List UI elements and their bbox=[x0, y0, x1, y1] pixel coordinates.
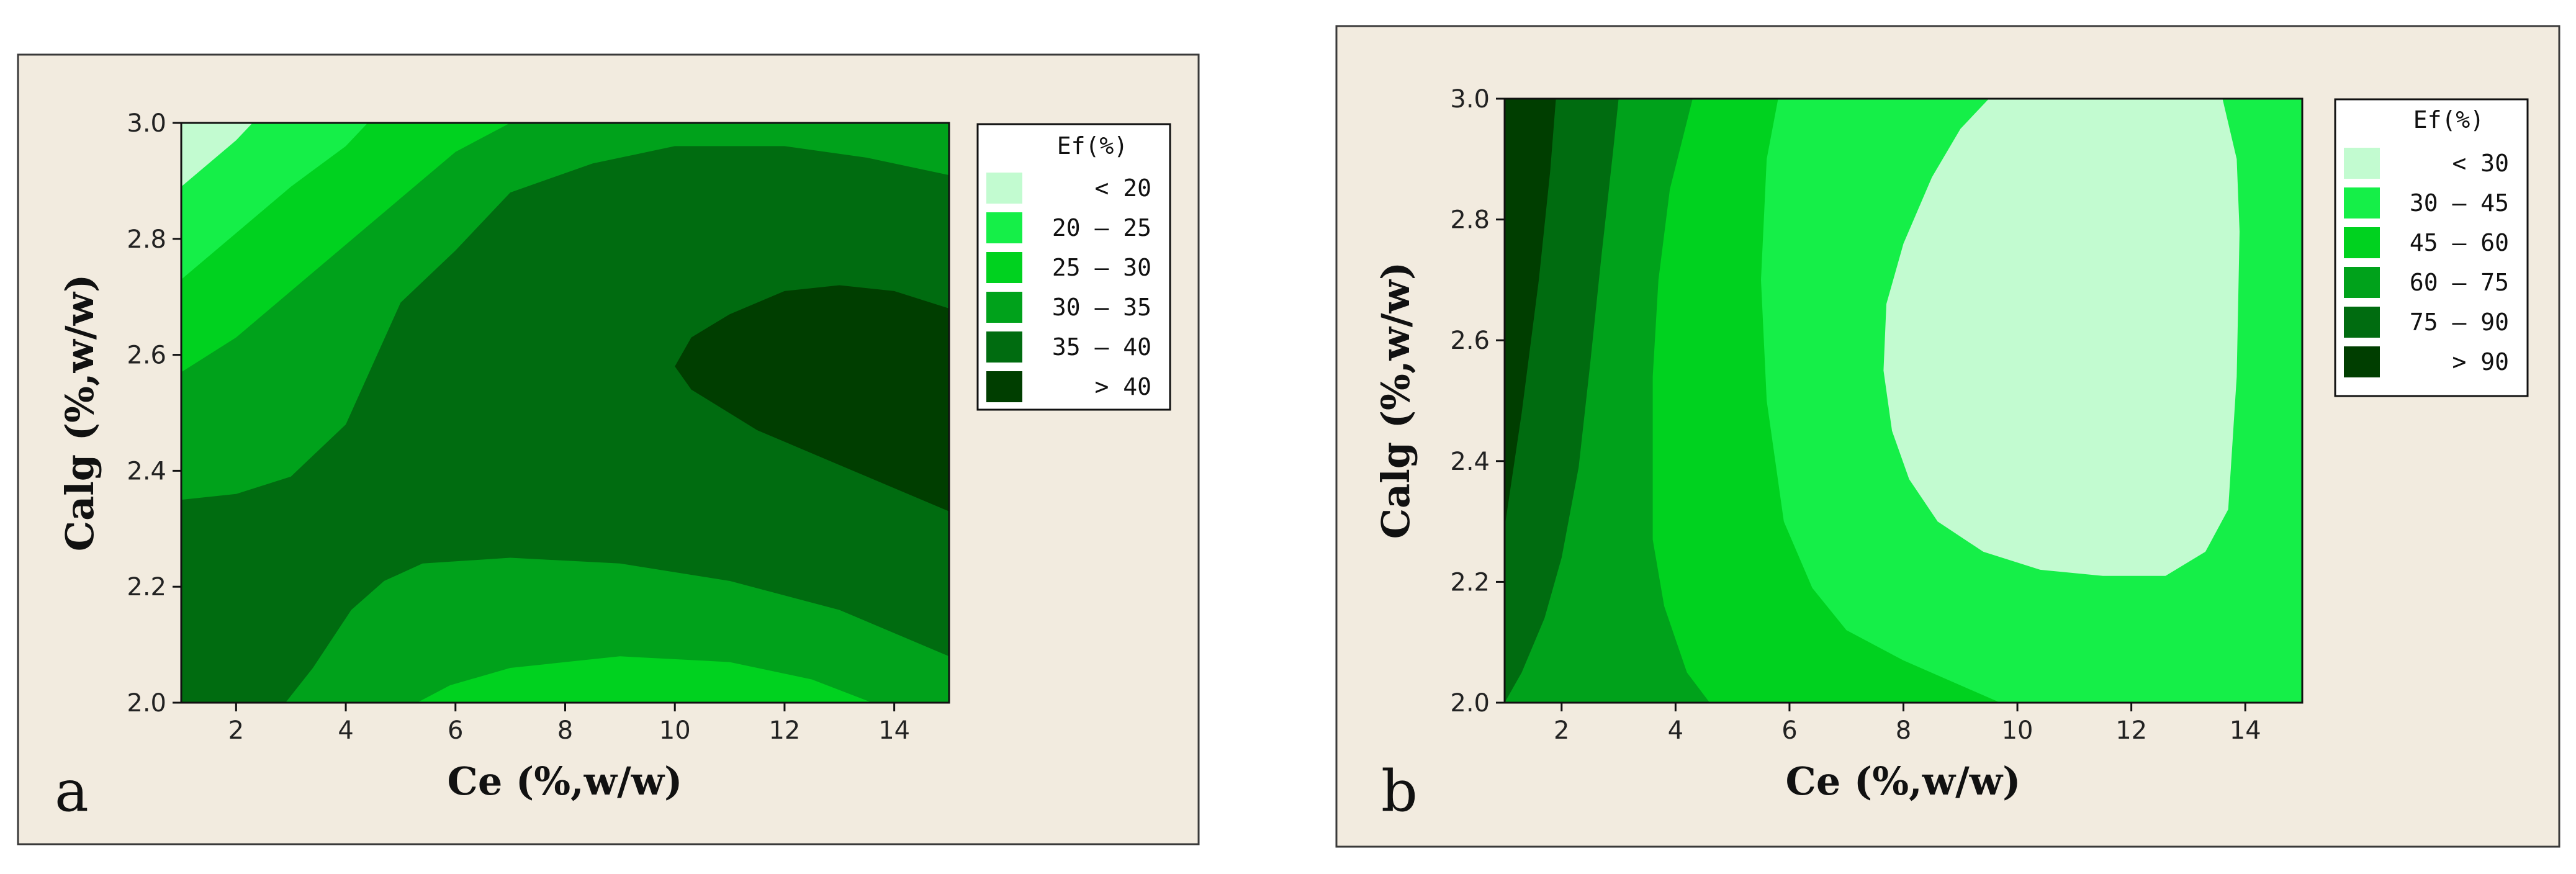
panel-b-contour-region-4 bbox=[1505, 99, 1556, 528]
panel-a-x-tick-label: 2 bbox=[228, 716, 244, 745]
panel-a-y-tick-label: 2.6 bbox=[127, 341, 166, 370]
panel-a-legend-label: 30 – 35 bbox=[1052, 294, 1151, 321]
panel-a-x-tick-label: 12 bbox=[768, 716, 800, 745]
panel-a-letter: a bbox=[55, 758, 89, 824]
panel-b-y-tick-label: 2.4 bbox=[1450, 448, 1490, 476]
panel-b-y-axis-label: Calg (%,w/w) bbox=[1373, 262, 1418, 539]
panel-b-x-tick-label: 10 bbox=[2002, 716, 2033, 745]
panel-a-x-tick-label: 8 bbox=[557, 716, 573, 745]
panel-a-x-ticks: 2 4 6 8 10 12 14 bbox=[228, 703, 910, 745]
panel-a-legend-title: Ef(%) bbox=[1057, 132, 1128, 160]
panel-a-legend-swatch bbox=[986, 252, 1022, 283]
panel-a-y-tick-label: 2.4 bbox=[127, 457, 166, 485]
panel-b-x-tick-label: 12 bbox=[2115, 716, 2147, 745]
panel-a-legend-swatch bbox=[986, 212, 1022, 243]
panel-b-legend-label: < 30 bbox=[2452, 150, 2509, 177]
panel-b-legend-title: Ef(%) bbox=[2413, 106, 2484, 133]
panel-b-x-axis-label: Ce (%,w/w) bbox=[1786, 759, 2021, 804]
panel-a-x-tick-label: 10 bbox=[659, 716, 691, 745]
panel-a-x-tick-label: 14 bbox=[878, 716, 910, 745]
panel-a: 2 4 6 8 10 12 14 2.0 2.2 2.4 2.6 2.8 3.0 Ce (%,w/w)… bbox=[17, 53, 1200, 845]
panel-a-legend-swatch bbox=[986, 331, 1022, 363]
panel-b-contour-regions bbox=[1505, 99, 2302, 703]
panel-a-legend: Ef(%) < 20 20 – 25 25 – 30 30 – 35 35 – 40 > … bbox=[976, 123, 1171, 411]
panel-a-y-axis-label: Calg (%,w/w) bbox=[57, 274, 102, 552]
panel-a-x-axis-label: Ce (%,w/w) bbox=[448, 759, 683, 804]
panel-b-y-tick-label: 2.6 bbox=[1450, 327, 1490, 355]
panel-a-legend-swatch bbox=[986, 292, 1022, 323]
panel-b-legend-label: > 90 bbox=[2452, 348, 2509, 376]
panel-a-legend-label: 20 – 25 bbox=[1052, 214, 1151, 241]
panel-b-legend-swatch bbox=[2344, 267, 2380, 298]
panel-b-legend-label: 45 – 60 bbox=[2410, 229, 2509, 256]
panel-a-legend-label: > 40 bbox=[1094, 373, 1151, 400]
panel-b-x-tick-label: 2 bbox=[1554, 716, 1569, 745]
panel-b-y-ticks: 2.0 2.2 2.4 2.6 2.8 3.0 bbox=[1450, 85, 1505, 718]
panel-b-x-tick-label: 14 bbox=[2230, 716, 2261, 745]
panel-b-y-tick-label: 2.8 bbox=[1450, 206, 1490, 235]
panel-b-letter: b bbox=[1381, 758, 1418, 824]
panel-a-x-tick-label: 4 bbox=[338, 716, 353, 745]
panel-b-legend-swatch bbox=[2344, 187, 2380, 218]
panel-b: 2 4 6 8 10 12 14 2.0 2.2 2.4 2.6 2.8 3.0 Ce (%,w/w)… bbox=[1335, 25, 2560, 848]
panel-a-legend-label: 25 – 30 bbox=[1052, 254, 1151, 281]
panel-a-legend-swatch bbox=[986, 371, 1022, 402]
panel-b-legend-entries: < 30 30 – 45 45 – 60 60 – 75 75 – 90 > 90 bbox=[2344, 148, 2509, 377]
panel-b-x-tick-label: 4 bbox=[1668, 716, 1683, 745]
panel-a-y-tick-label: 2.8 bbox=[127, 225, 166, 254]
panel-a-contour-region-2 bbox=[675, 285, 949, 511]
panel-a-contour-regions bbox=[181, 123, 949, 703]
panel-a-legend-label: 35 – 40 bbox=[1052, 333, 1151, 361]
panel-b-y-tick-label: 3.0 bbox=[1450, 85, 1490, 114]
panel-a-y-tick-label: 2.0 bbox=[127, 689, 166, 718]
panel-b-x-ticks: 2 4 6 8 10 12 14 bbox=[1554, 703, 2261, 745]
panel-b-legend-swatch bbox=[2344, 307, 2380, 338]
panel-a-legend-entries: < 20 20 – 25 25 – 30 30 – 35 35 – 40 > 40 bbox=[986, 173, 1151, 402]
panel-a-contour-region-1 bbox=[181, 146, 949, 703]
panel-a-legend-label: < 20 bbox=[1094, 174, 1151, 202]
panel-a-contour-region-3 bbox=[417, 656, 873, 703]
panel-b-legend-label: 30 – 45 bbox=[2410, 189, 2509, 217]
panel-b-legend: Ef(%) < 30 30 – 45 45 – 60 60 – 75 75 – 90 > … bbox=[2334, 98, 2529, 397]
panel-a-y-ticks: 2.0 2.2 2.4 2.6 2.8 3.0 bbox=[127, 109, 181, 718]
panel-b-legend-swatch bbox=[2344, 227, 2380, 258]
panel-a-x-tick-label: 6 bbox=[448, 716, 463, 745]
panel-b-legend-swatch bbox=[2344, 148, 2380, 179]
panel-b-legend-label: 60 – 75 bbox=[2410, 269, 2509, 296]
panel-a-legend-swatch bbox=[986, 173, 1022, 204]
panel-a-contour-region-6 bbox=[181, 123, 253, 187]
panel-b-legend-label: 75 – 90 bbox=[2410, 309, 2509, 336]
panel-b-x-tick-label: 8 bbox=[1896, 716, 1911, 745]
panel-b-y-tick-label: 2.0 bbox=[1450, 689, 1490, 718]
panel-b-contour-region-5 bbox=[1883, 99, 2240, 576]
panel-b-legend-swatch bbox=[2344, 346, 2380, 377]
panel-b-y-tick-label: 2.2 bbox=[1450, 568, 1490, 597]
panel-a-y-tick-label: 2.2 bbox=[127, 573, 166, 601]
panel-b-x-tick-label: 6 bbox=[1781, 716, 1797, 745]
panel-a-contour-region-5 bbox=[181, 123, 368, 280]
panel-a-y-tick-label: 3.0 bbox=[127, 109, 166, 138]
